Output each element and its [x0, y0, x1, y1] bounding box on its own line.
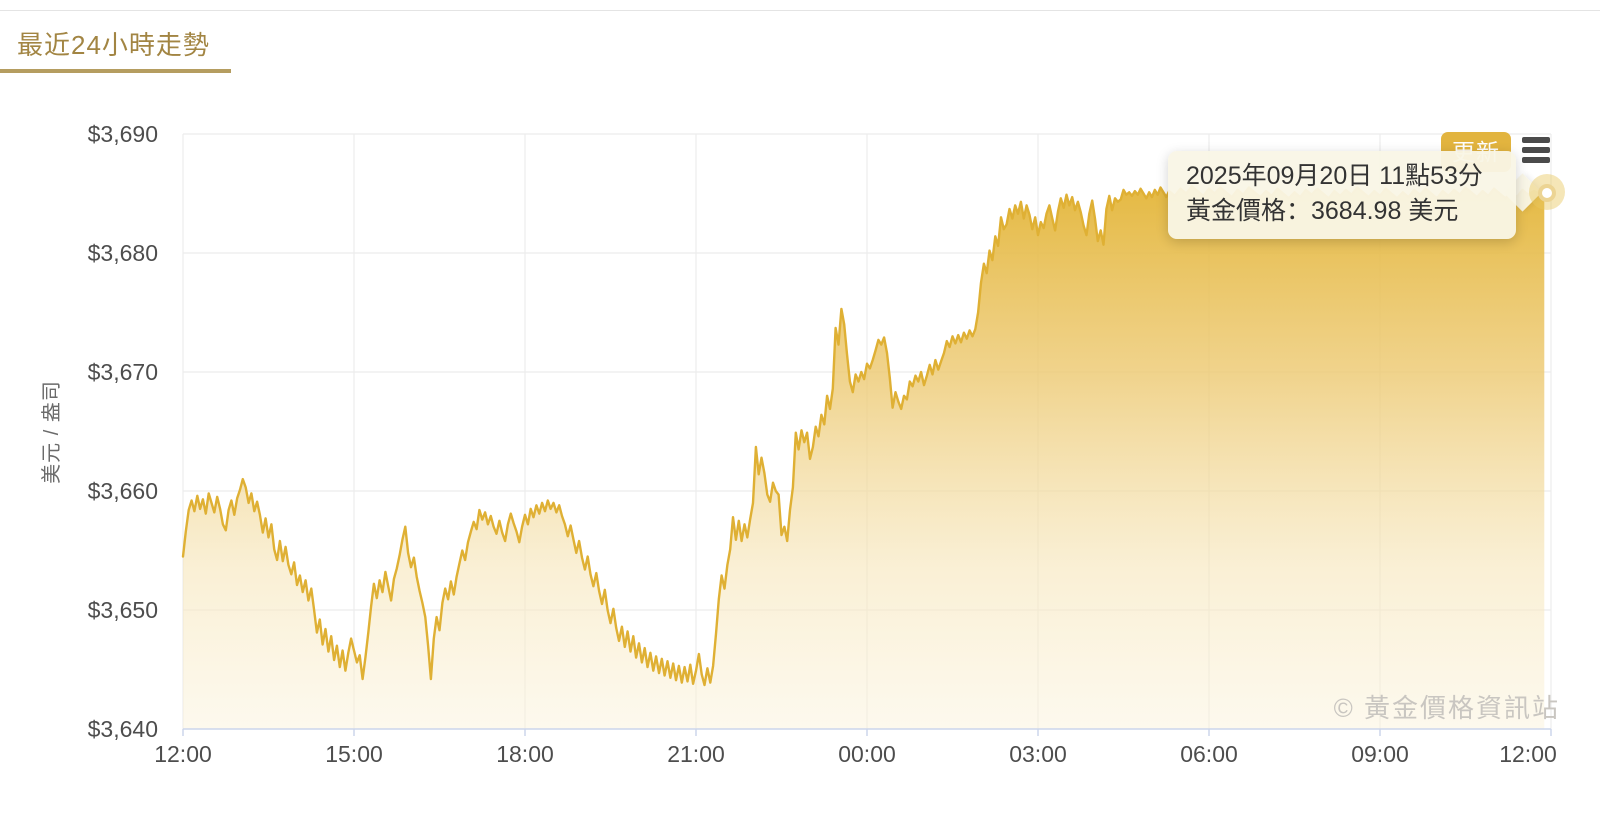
tooltip-datetime: 2025年09月20日 11點53分	[1186, 162, 1483, 190]
hover-point-marker	[1538, 184, 1556, 202]
y-axis-label: $3,680	[88, 240, 158, 266]
tab-active-underline	[0, 69, 231, 73]
top-divider	[0, 10, 1600, 11]
x-axis-label: 03:00	[1009, 741, 1067, 767]
y-axis-label: $3,660	[88, 478, 158, 504]
x-axis-labels: 12:00 15:00 18:00 21:00 00:00 03:00 06:00 09:00…	[154, 741, 1557, 767]
price-tooltip: 2025年09月20日 11點53分 黃金價格：3684.98 美元	[1168, 151, 1516, 239]
hamburger-icon	[1522, 147, 1550, 153]
price-line	[181, 185, 1546, 687]
tab-recent-24h[interactable]: 最近24小時走勢	[17, 30, 210, 60]
tooltip-price: 黃金價格：3684.98 美元	[1186, 197, 1459, 225]
hamburger-icon	[1522, 157, 1550, 163]
x-axis-label: 00:00	[838, 741, 896, 767]
hamburger-icon	[1522, 137, 1550, 143]
x-axis-label: 21:00	[667, 741, 725, 767]
y-axis-labels: $3,640 $3,650 $3,660 $3,670 $3,680 $3,690	[88, 121, 158, 742]
y-axis-label: $3,640	[88, 716, 158, 742]
y-axis-label: $3,670	[88, 359, 158, 385]
x-axis-label: 06:00	[1180, 741, 1238, 767]
y-axis-title: 美元 / 盎司	[40, 380, 63, 484]
y-axis-label: $3,690	[88, 121, 158, 147]
hamburger-menu-button[interactable]	[1522, 137, 1550, 163]
x-axis-ticks	[182, 729, 1552, 736]
x-axis-label: 12:00	[154, 741, 212, 767]
y-axis-label: $3,650	[88, 597, 158, 623]
x-axis-label: 18:00	[496, 741, 554, 767]
price-area-fill	[183, 186, 1545, 729]
x-axis-label: 09:00	[1351, 741, 1409, 767]
x-axis-label: 12:00	[1499, 741, 1557, 767]
watermark-credit: © 黃金價格資訊站	[1333, 693, 1560, 723]
x-axis-label: 15:00	[325, 741, 383, 767]
